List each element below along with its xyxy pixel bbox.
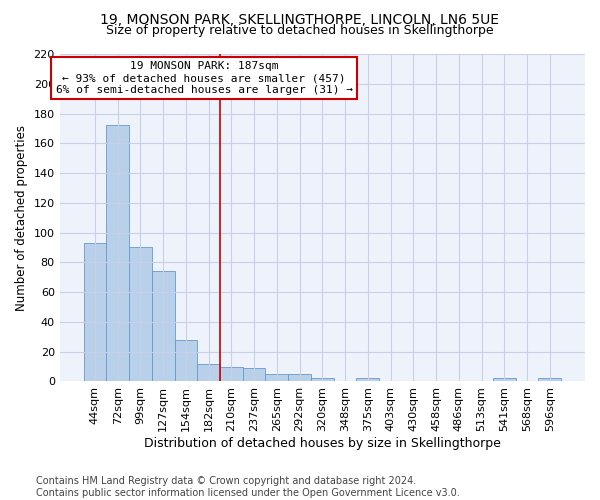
- Bar: [356, 378, 379, 382]
- Bar: [129, 248, 152, 382]
- Bar: [265, 374, 288, 382]
- Bar: [175, 340, 197, 382]
- Bar: [106, 126, 129, 382]
- Bar: [493, 378, 515, 382]
- Text: Size of property relative to detached houses in Skellingthorpe: Size of property relative to detached ho…: [106, 24, 494, 37]
- Text: 19, MONSON PARK, SKELLINGTHORPE, LINCOLN, LN6 5UE: 19, MONSON PARK, SKELLINGTHORPE, LINCOLN…: [101, 12, 499, 26]
- Bar: [197, 364, 220, 382]
- Bar: [83, 243, 106, 382]
- Bar: [288, 374, 311, 382]
- Text: 19 MONSON PARK: 187sqm
← 93% of detached houses are smaller (457)
6% of semi-det: 19 MONSON PARK: 187sqm ← 93% of detached…: [56, 62, 353, 94]
- Bar: [152, 272, 175, 382]
- Bar: [220, 366, 243, 382]
- Text: Contains HM Land Registry data © Crown copyright and database right 2024.
Contai: Contains HM Land Registry data © Crown c…: [36, 476, 460, 498]
- Y-axis label: Number of detached properties: Number of detached properties: [15, 124, 28, 310]
- Bar: [311, 378, 334, 382]
- X-axis label: Distribution of detached houses by size in Skellingthorpe: Distribution of detached houses by size …: [144, 437, 501, 450]
- Bar: [538, 378, 561, 382]
- Bar: [243, 368, 265, 382]
